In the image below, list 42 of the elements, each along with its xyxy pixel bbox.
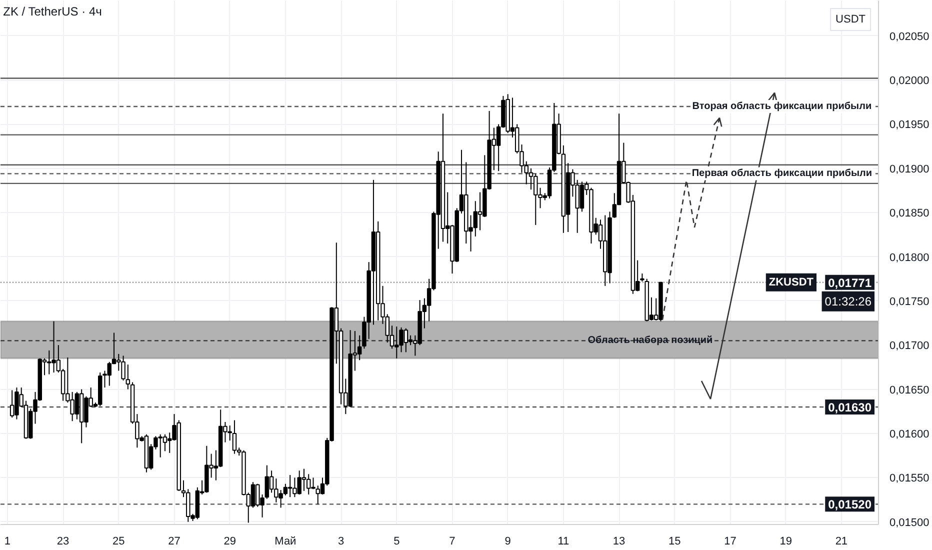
x-tick-label: 13 <box>612 536 626 548</box>
y-tick-label: 0,01850 <box>890 208 930 220</box>
y-tick-label: 0,02050 <box>890 30 930 43</box>
y-tick-label: 0,01900 <box>890 163 930 176</box>
annotation: ZKUSDT <box>768 276 814 288</box>
candlestick <box>264 464 270 500</box>
y-tick-label: 0,01700 <box>890 340 930 352</box>
y-tick-label: 0,01950 <box>890 119 930 132</box>
ref-line-label: Вторая область фиксации прибыли <box>692 101 872 112</box>
x-tick-label: 3 <box>338 536 344 548</box>
chart-title: ZK / TetherUS · 4ч <box>3 4 102 18</box>
x-tick-label: 27 <box>168 536 180 548</box>
y-tick-label: 0,01550 <box>890 472 930 485</box>
ref-line-label: Первая область фиксации прибыли <box>692 168 872 180</box>
x-tick-label: 25 <box>112 536 125 548</box>
x-tick-label: 7 <box>449 536 456 548</box>
y-tick-label: 0,01650 <box>890 384 930 396</box>
ref-line-label: 0,01520 <box>828 498 872 512</box>
x-tick-label: Май <box>274 536 296 548</box>
x-tick-label: 23 <box>56 536 70 548</box>
ref-line-label: 0,01630 <box>828 400 872 414</box>
x-tick-label: 9 <box>504 536 511 548</box>
y-axis-title: USDT <box>836 14 866 26</box>
x-tick-label: 19 <box>780 536 792 548</box>
x-tick-label: 17 <box>724 536 736 548</box>
ref-line-label: 0,01771 <box>828 276 872 290</box>
y-tick-label: 0,01750 <box>890 296 930 308</box>
candlestick <box>126 364 130 390</box>
candlestick <box>232 420 237 454</box>
y-tick-label: 0,01500 <box>890 516 930 529</box>
x-tick-label: 1 <box>4 536 11 548</box>
x-tick-label: 11 <box>558 536 570 548</box>
x-tick-label: 5 <box>394 536 400 548</box>
x-tick-label: 15 <box>668 536 681 548</box>
y-tick-label: 0,01600 <box>890 428 930 440</box>
y-tick-label: 0,02000 <box>890 75 930 88</box>
candlestick <box>357 334 362 361</box>
ref-line-label: Область набора позиций <box>588 335 713 346</box>
annotation: 01:32:26 <box>824 294 872 308</box>
x-tick-label: 29 <box>224 536 236 548</box>
x-tick-label: 21 <box>835 536 848 548</box>
y-tick-label: 0,01800 <box>890 252 930 264</box>
